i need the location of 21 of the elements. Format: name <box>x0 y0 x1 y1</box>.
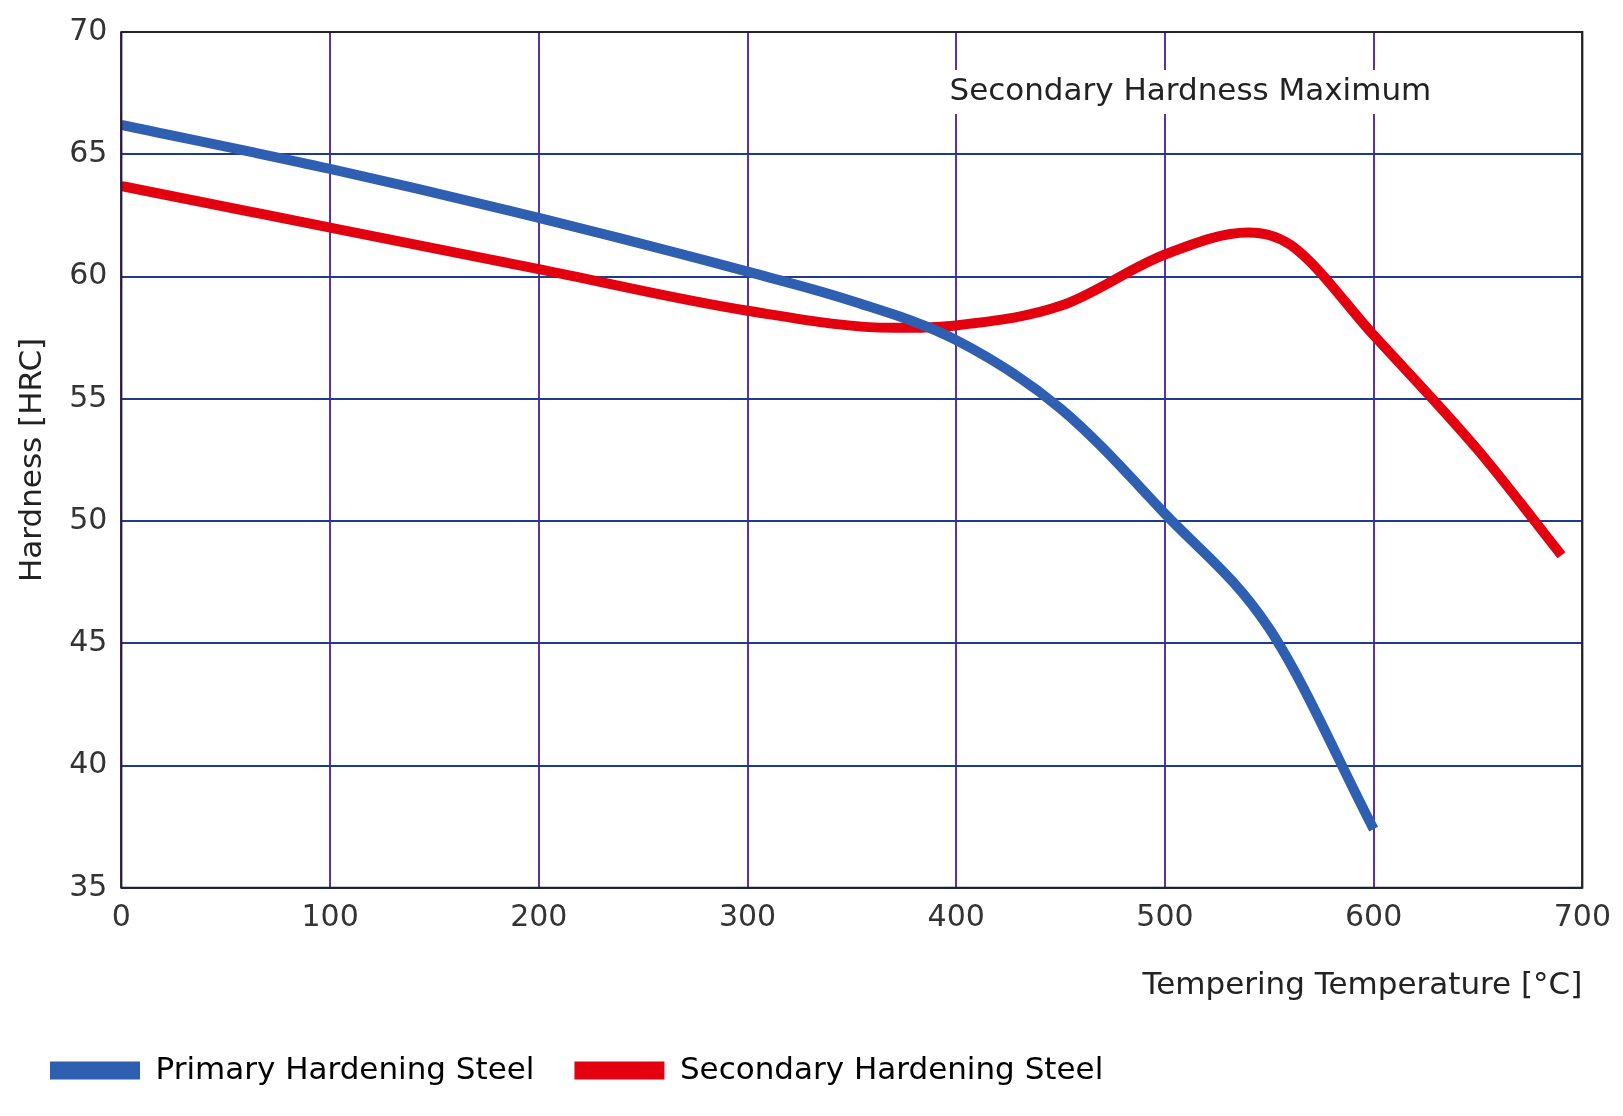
x-tick-label: 0 <box>111 897 131 933</box>
legend-label: Secondary Hardening Steel <box>679 1049 1104 1086</box>
y-tick-label: 40 <box>69 745 108 781</box>
x-tick-label: 200 <box>510 897 568 933</box>
y-tick-label: 35 <box>69 867 108 903</box>
x-tick-label: 400 <box>927 897 985 933</box>
legend-label: Primary Hardening Steel <box>155 1049 535 1086</box>
annotation: Secondary Hardness Maximum <box>949 71 1432 108</box>
y-axis-title: Hardness [HRC] <box>11 337 48 582</box>
y-tick-label: 50 <box>69 500 108 536</box>
x-tick-label: 700 <box>1553 897 1611 933</box>
x-tick-label: 600 <box>1345 897 1403 933</box>
x-tick-label: 100 <box>301 897 359 933</box>
y-tick-label: 55 <box>69 378 108 414</box>
y-tick-label: 60 <box>69 256 108 292</box>
x-axis-title: Tempering Temperature [°C] <box>1141 965 1583 1002</box>
x-tick-label: 300 <box>718 897 777 933</box>
y-tick-label: 70 <box>69 11 108 47</box>
y-tick-label: 45 <box>69 623 108 659</box>
y-tick-label: 65 <box>69 134 108 170</box>
x-tick-label: 500 <box>1136 897 1194 933</box>
